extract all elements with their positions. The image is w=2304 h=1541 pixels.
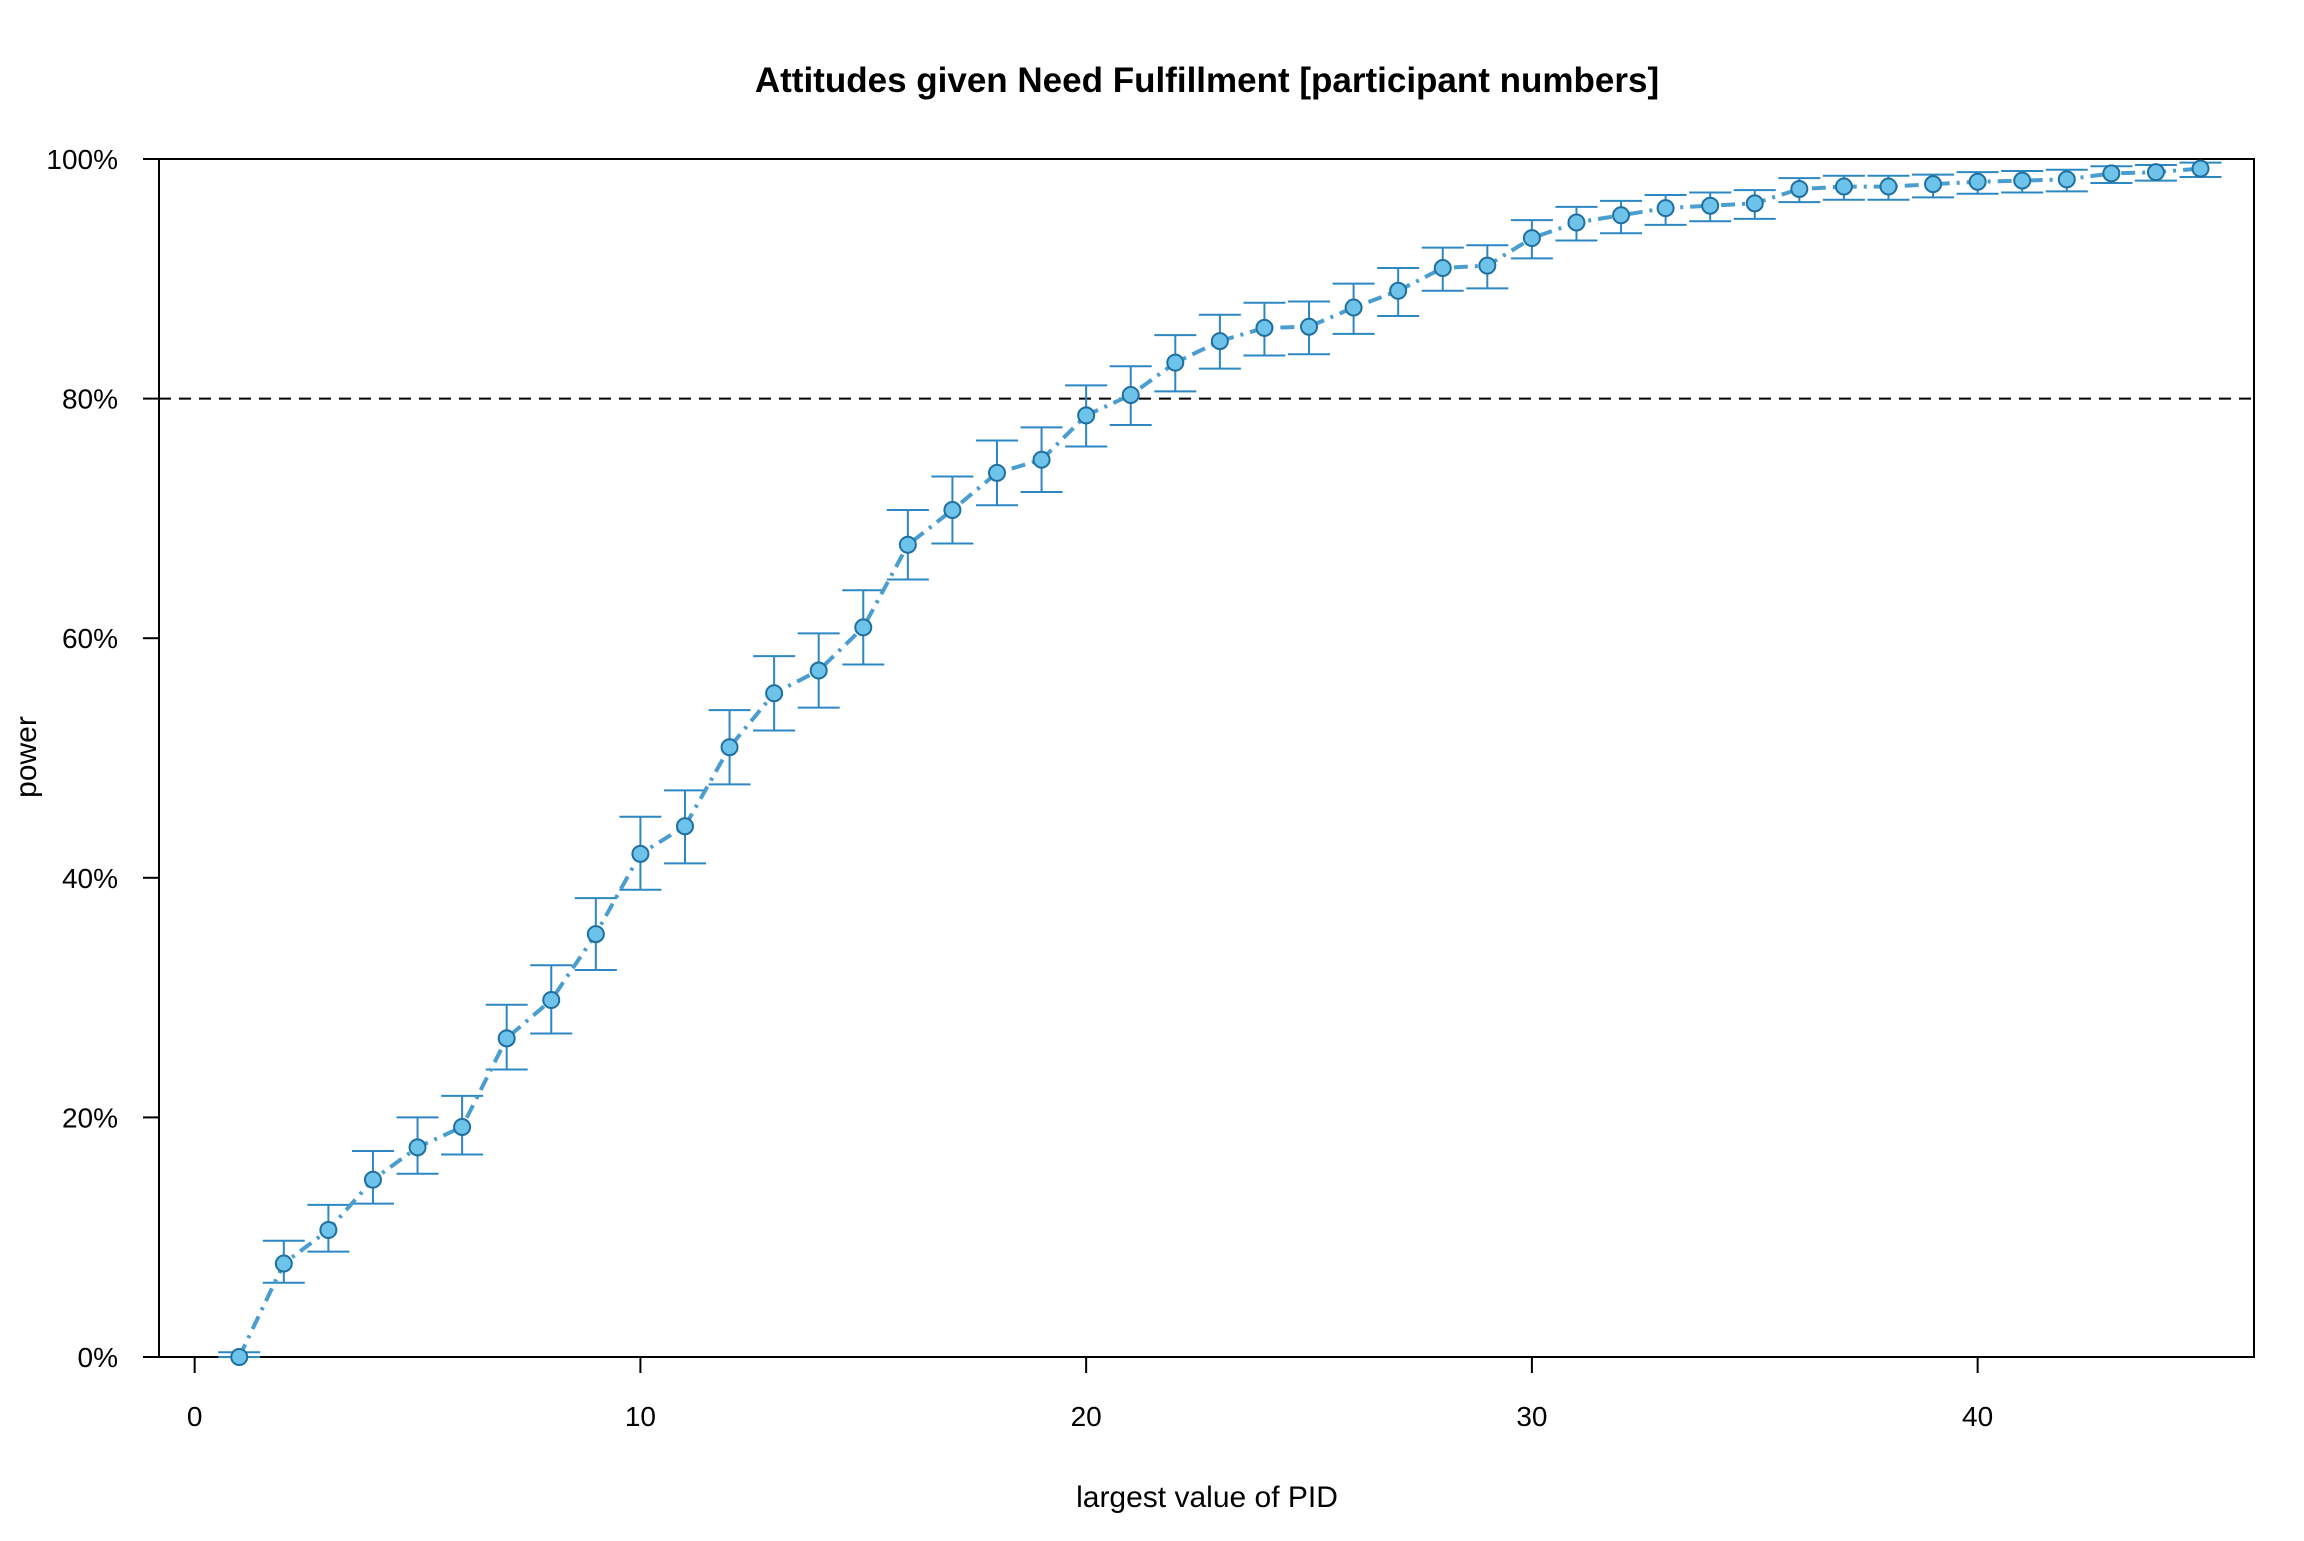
data-point [1567, 213, 1586, 232]
data-point [1924, 175, 1943, 194]
x-tick-label: 40 [1962, 1401, 1993, 1432]
data-point [230, 1348, 249, 1366]
data-point [319, 1221, 338, 1240]
y-tick-label: 80% [62, 384, 118, 415]
data-point [1701, 196, 1720, 215]
data-point [1344, 298, 1363, 317]
data-point [1255, 318, 1274, 337]
data-point [2013, 171, 2032, 190]
data-point [1389, 281, 1408, 300]
data-point [453, 1117, 472, 1136]
data-point [1166, 353, 1185, 372]
data-point [1522, 229, 1541, 248]
data-point [2146, 163, 2165, 182]
data-point [1478, 256, 1497, 275]
y-axis: 0% 20% 40% 60% 80% 100% [46, 144, 159, 1373]
x-tick-label: 30 [1516, 1401, 1547, 1432]
data-point [408, 1138, 427, 1157]
data-point [854, 618, 873, 637]
data-point [988, 463, 1006, 482]
data-point [1790, 179, 1809, 198]
data-point [675, 817, 694, 836]
chart-title: Attitudes given Need Fulfillment [partic… [755, 61, 1659, 100]
data-point [1879, 177, 1898, 196]
x-axis-label: largest value of PID [1076, 1481, 1338, 1514]
data-point [1612, 206, 1631, 225]
data-point [1210, 332, 1229, 351]
data-point [586, 925, 605, 944]
data-point [809, 661, 828, 680]
y-tick-label: 20% [62, 1102, 118, 1133]
x-tick-label: 20 [1071, 1401, 1102, 1432]
data-point [1433, 259, 1452, 278]
data-point [1656, 199, 1675, 218]
data-point [2102, 164, 2121, 183]
data-point [1968, 172, 1987, 191]
data-point [497, 1029, 516, 1048]
data-point [720, 738, 739, 757]
data-point [1121, 386, 1140, 405]
data-point [1300, 317, 1319, 336]
data-point [631, 844, 650, 863]
y-tick-label: 100% [46, 144, 118, 175]
data-point [2191, 159, 2210, 178]
x-tick-label: 0 [187, 1401, 203, 1432]
data-point [363, 1170, 382, 1189]
data-point [1745, 194, 1764, 213]
data-point [1032, 450, 1051, 469]
x-axis: 0 10 20 30 40 [187, 1356, 1993, 1432]
data-point [542, 990, 561, 1009]
y-tick-label: 40% [62, 863, 118, 894]
data-point [943, 501, 962, 520]
data-point [1834, 177, 1853, 196]
x-tick-label: 10 [625, 1401, 656, 1432]
data-point [274, 1254, 293, 1273]
data-points [230, 159, 2210, 1366]
y-axis-label: power [10, 716, 43, 798]
y-tick-label: 0% [78, 1342, 118, 1373]
data-point [2057, 170, 2076, 189]
data-point [1077, 406, 1096, 425]
data-point [765, 684, 784, 703]
y-tick-label: 60% [62, 623, 118, 654]
data-point [898, 535, 917, 554]
